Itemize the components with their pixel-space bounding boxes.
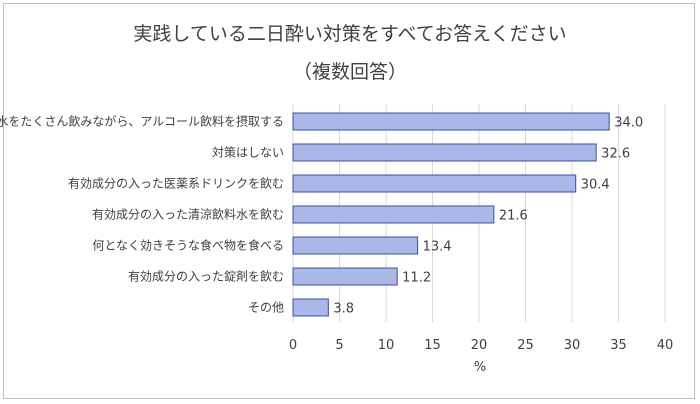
category-label: その他: [248, 301, 284, 315]
bar: [292, 112, 610, 131]
category-labels: 水をたくさん飲みながら、アルコール飲料を摂取する対策はしない有効成分の入った医薬…: [0, 114, 284, 315]
category-label: 有効成分の入った錠剤を飲む: [128, 269, 284, 284]
x-tick-label: 35: [610, 338, 627, 353]
value-label: 21.6: [499, 209, 528, 224]
value-label: 30.4: [581, 178, 610, 193]
bar: [292, 236, 419, 255]
value-label: 3.8: [333, 302, 354, 317]
chart-title: 実践している二日酔い対策をすべてお答えください: [133, 23, 566, 45]
x-tick-label: 30: [564, 338, 581, 353]
value-label: 34.0: [614, 116, 643, 131]
bars: [292, 112, 610, 317]
x-axis-label: %: [474, 360, 486, 375]
x-tick-label: 20: [471, 338, 488, 353]
bar: [292, 205, 495, 224]
gridlines: [292, 104, 666, 322]
value-label: 13.4: [423, 240, 452, 255]
chart-frame: [3, 3, 695, 399]
category-label: 有効成分の入った医薬系ドリンクを飲む: [68, 176, 284, 191]
x-axis-ticks: 0 5 10 15 20 25 30 35 40: [289, 338, 673, 353]
value-label: 11.2: [402, 271, 431, 286]
x-tick-label: 0: [289, 338, 297, 353]
x-tick-label: 10: [378, 338, 395, 353]
x-tick-label: 5: [335, 338, 343, 353]
category-label: 対策はしない: [212, 146, 284, 160]
x-tick-label: 25: [517, 338, 534, 353]
bar: [292, 174, 577, 193]
category-label: 有効成分の入った清涼飲料水を飲む: [92, 207, 284, 222]
chart-subtitle: （複数回答）: [293, 61, 407, 83]
bar: [292, 298, 329, 317]
value-label: 32.6: [601, 147, 630, 162]
category-label: 水をたくさん飲みながら、アルコール飲料を摂取する: [0, 114, 284, 129]
bar: [292, 143, 597, 162]
value-labels: 34.0 32.6 30.4 21.6 13.4 11.2 3.8: [333, 116, 643, 317]
bar: [292, 267, 398, 286]
category-label: 何となく効きそうな食べ物を食べる: [92, 238, 284, 253]
x-tick-label: 15: [424, 338, 441, 353]
x-tick-label: 40: [657, 338, 674, 353]
